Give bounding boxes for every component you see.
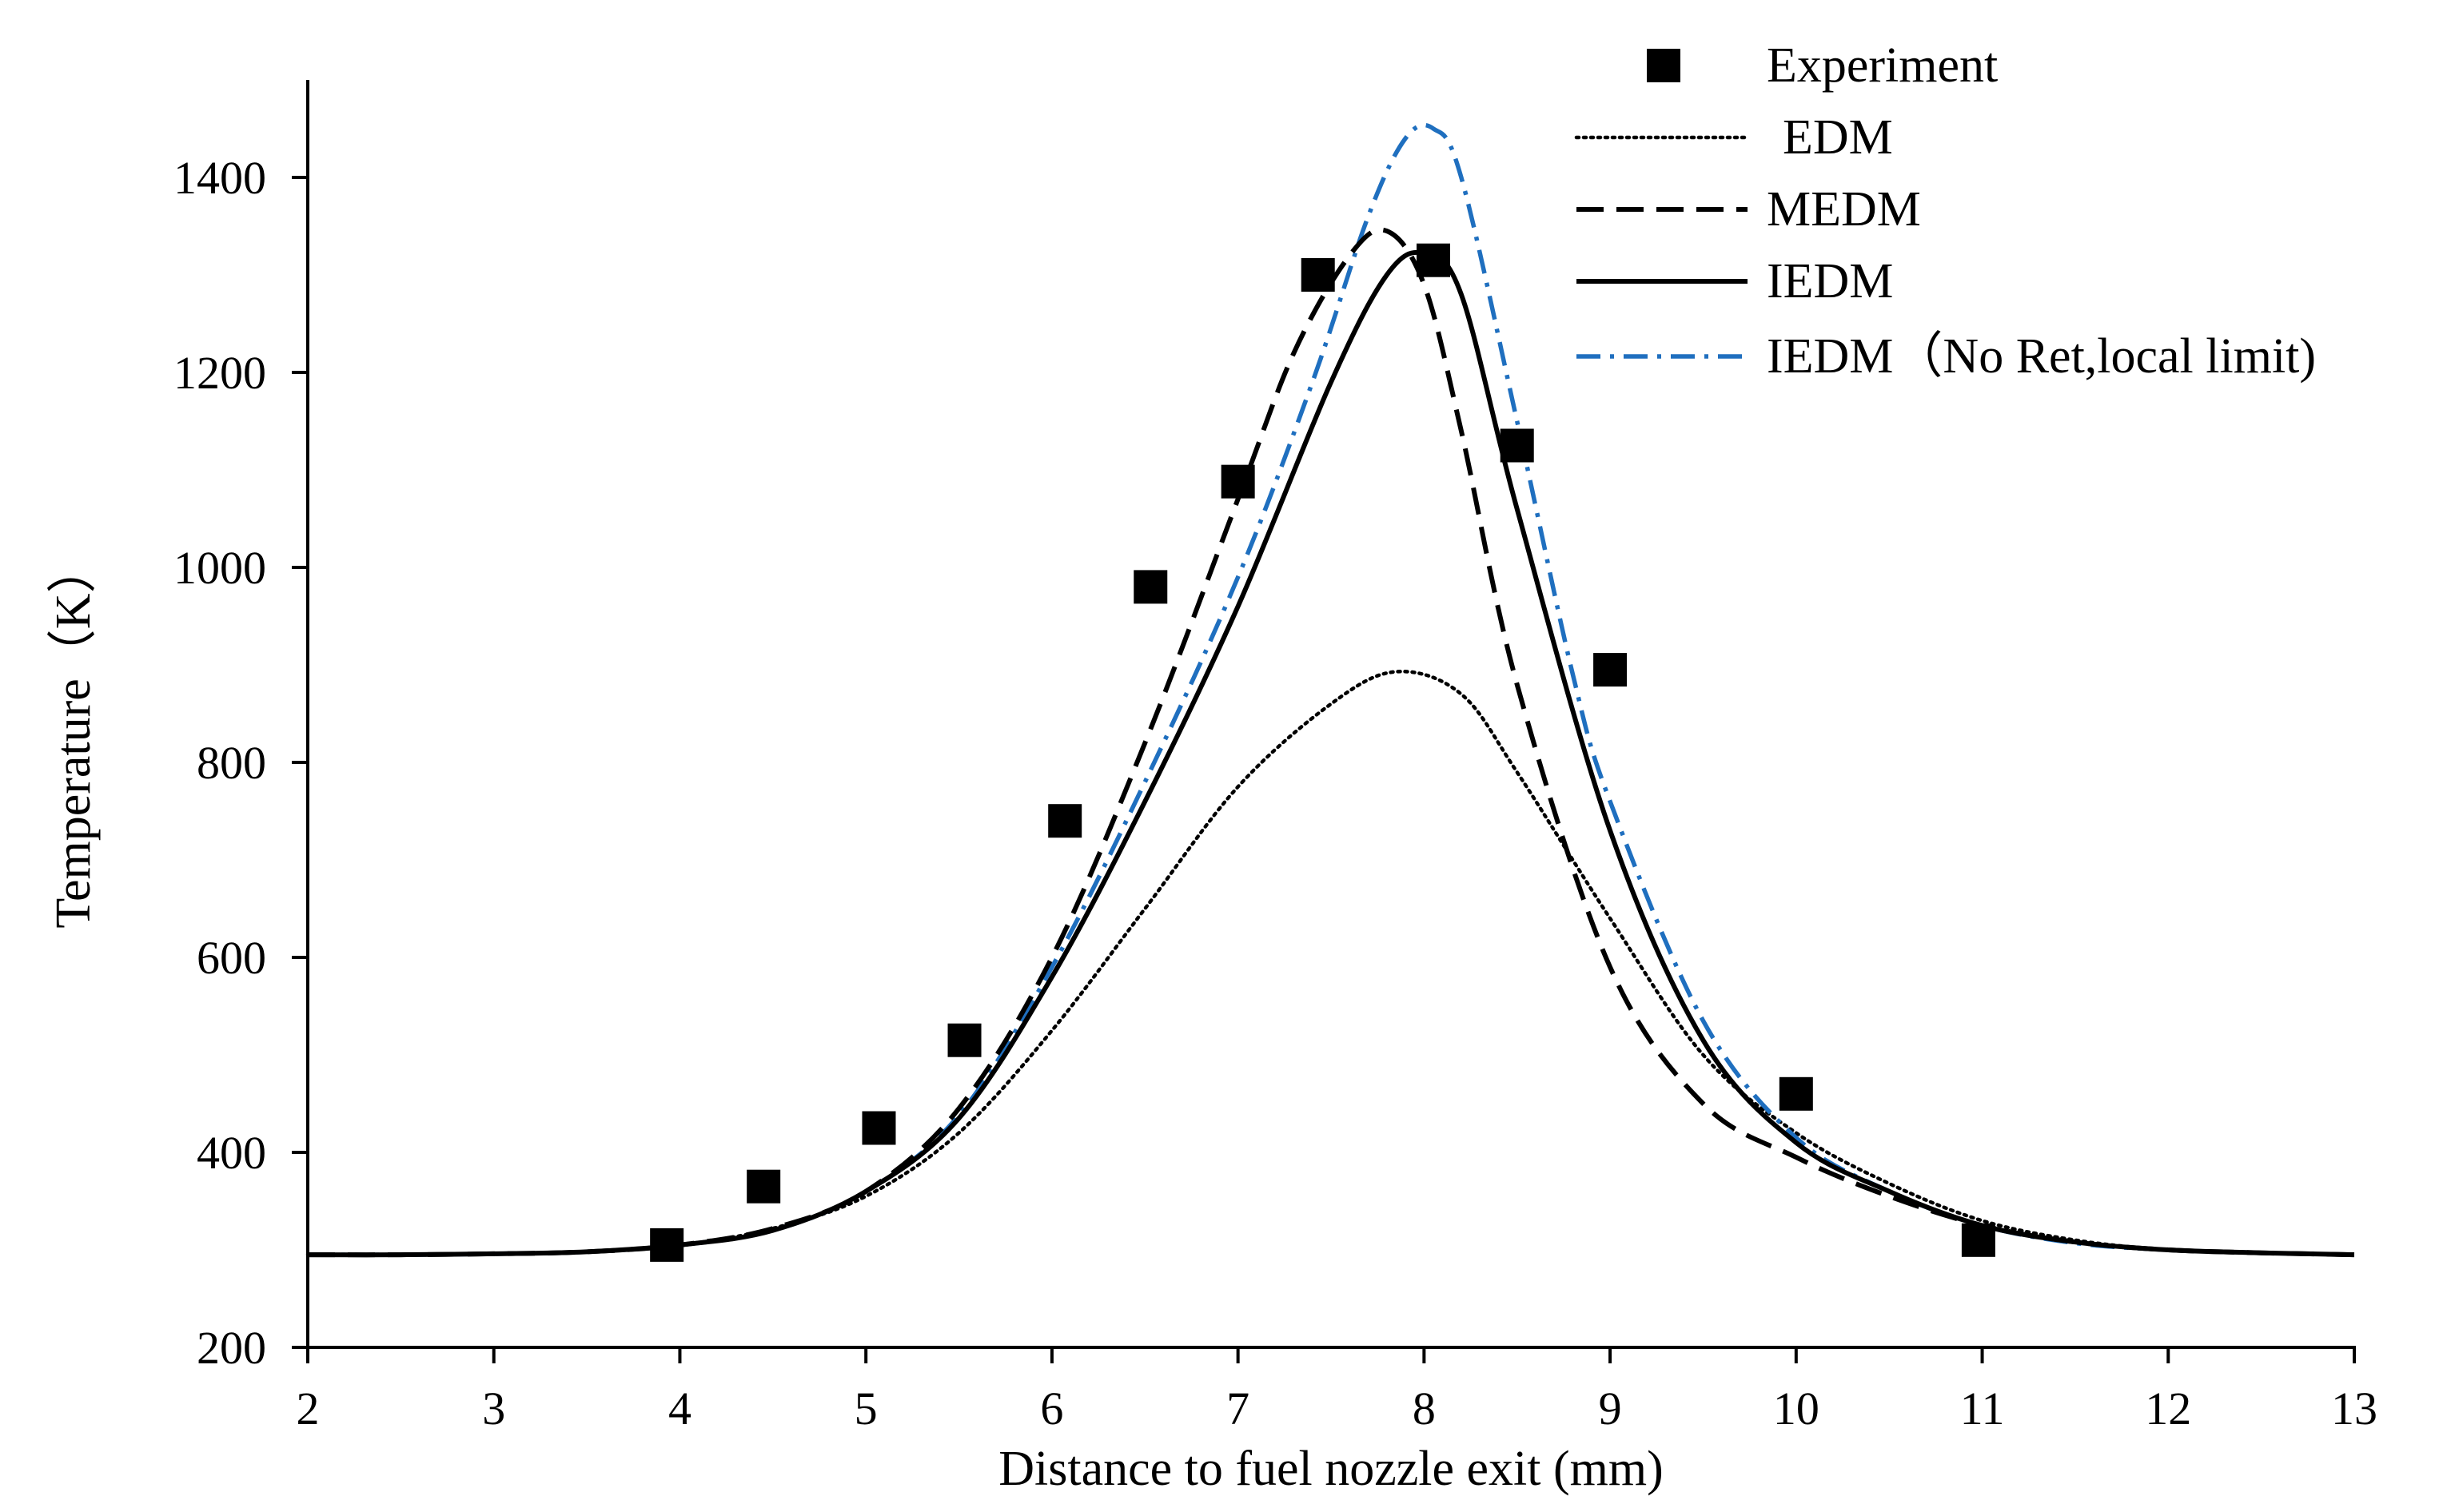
experiment-marker	[862, 1111, 896, 1145]
y-tick-label: 1200	[173, 347, 266, 399]
x-tick-label: 3	[482, 1383, 505, 1434]
x-tick-label: 11	[1960, 1383, 2005, 1434]
legend-marker-experiment	[1647, 49, 1680, 82]
experiment-marker	[1221, 464, 1255, 499]
series-line-dotted	[305, 669, 2357, 1257]
legend-label: IEDM（No Ret,local limit)	[1767, 329, 2316, 384]
experiment-marker	[1500, 428, 1534, 463]
axes: 2 3 4 5 6 7 8 9 10 11 12 13 200 400 600 800 1000 1200 140…	[173, 80, 2377, 1434]
legend-label: Experiment	[1767, 38, 1998, 93]
y-tick-label: 600	[197, 932, 266, 984]
experiment-marker	[747, 1169, 781, 1204]
y-tick-label: 1000	[173, 542, 266, 594]
x-tick-label: 13	[2331, 1383, 2377, 1434]
y-tick-label: 200	[197, 1322, 266, 1374]
experiment-marker	[1961, 1223, 1995, 1257]
x-ticks: 2 3 4 5 6 7 8 9 10 11 12 13	[297, 1347, 2377, 1434]
experiment-marker	[650, 1228, 684, 1262]
y-axis-title: Temperature（K）	[46, 543, 101, 928]
experiment-marker	[947, 1023, 982, 1057]
y-tick-label: 1400	[173, 152, 266, 204]
x-tick-label: 2	[297, 1383, 320, 1434]
experiment-marker	[1593, 653, 1628, 687]
legend-label: EDM	[1783, 110, 1893, 165]
x-axis-title: Distance to fuel nozzle exit (mm)	[998, 1442, 1664, 1496]
legend: Experiment EDM MEDM IEDM IEDM（No Ret,local l…	[1574, 38, 2316, 384]
y-tick-label: 800	[197, 737, 266, 789]
x-tick-label: 4	[668, 1383, 691, 1434]
legend-label: MEDM	[1767, 182, 1921, 237]
x-tick-label: 7	[1226, 1383, 1249, 1434]
y-tick-label: 400	[197, 1127, 266, 1179]
experiment-marker	[1301, 258, 1335, 292]
plot-area	[305, 122, 2357, 1262]
experiment-marker	[1048, 804, 1082, 838]
x-tick-label: 10	[1773, 1383, 1819, 1434]
experiment-marker	[1134, 570, 1168, 604]
experiment-marker	[1417, 243, 1450, 277]
legend-label: IEDM	[1767, 254, 1893, 308]
x-tick-label: 12	[2145, 1383, 2191, 1434]
x-tick-label: 6	[1040, 1383, 1063, 1434]
x-tick-label: 5	[855, 1383, 878, 1434]
x-tick-label: 8	[1413, 1383, 1436, 1434]
experiment-marker	[1779, 1076, 1813, 1111]
series-line-solid	[307, 249, 2355, 1258]
x-tick-label: 9	[1599, 1383, 1622, 1434]
y-ticks: 200 400 600 800 1000 1200 1400	[173, 152, 308, 1374]
series-line-dash-dot	[307, 122, 2355, 1257]
